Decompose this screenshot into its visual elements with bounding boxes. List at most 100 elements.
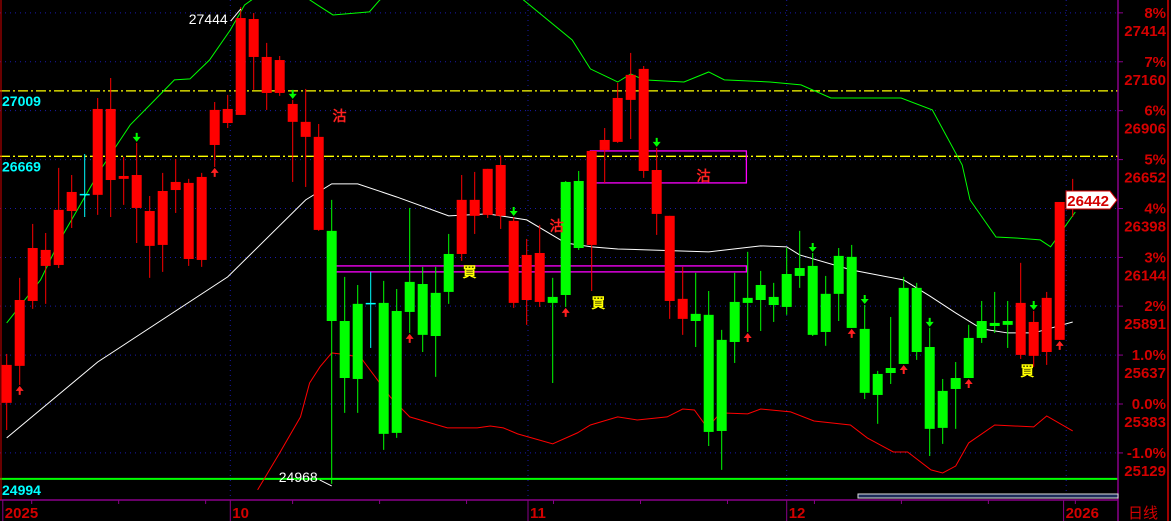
candle-body	[79, 193, 90, 196]
candle-body	[664, 215, 675, 301]
candle	[612, 82, 623, 143]
candle	[742, 251, 753, 332]
price-tick-label: 25129	[1124, 463, 1166, 480]
candle	[664, 215, 675, 319]
up-arrow-icon	[15, 385, 24, 395]
candle	[300, 88, 311, 187]
candle-body	[417, 284, 428, 335]
current-price-tag	[1065, 190, 1118, 210]
candle	[53, 167, 64, 269]
candle-body	[92, 108, 103, 195]
scrollbar[interactable]	[857, 493, 1119, 499]
candle-body	[547, 296, 558, 303]
candle-body	[430, 292, 441, 337]
candle-body	[313, 136, 324, 230]
candle-body	[365, 302, 376, 305]
candle	[534, 224, 545, 307]
upper-band-line	[6, 0, 1076, 324]
percent-tick-label: 5%	[1144, 152, 1166, 169]
candle-body	[534, 253, 545, 302]
up-arrow-icon	[847, 328, 856, 338]
up-arrow-icon	[1055, 340, 1064, 350]
candle	[677, 266, 688, 335]
candle-body	[989, 322, 1000, 327]
candle	[183, 178, 194, 266]
candle	[846, 244, 857, 328]
candle-body	[287, 103, 298, 122]
candle	[872, 370, 883, 424]
candle	[820, 275, 831, 346]
candle-body	[1002, 320, 1013, 325]
high-price-label: 27444	[189, 11, 228, 27]
down-arrow-icon	[509, 206, 518, 216]
candle	[443, 233, 454, 304]
candle-body	[963, 337, 974, 379]
candle-body	[872, 373, 883, 395]
candle	[768, 282, 779, 322]
buy-signal: 買	[1020, 364, 1035, 380]
down-arrow-icon	[925, 317, 934, 327]
up-arrow-icon	[899, 364, 908, 374]
candle-body	[14, 300, 25, 366]
candle-body	[209, 109, 220, 145]
candle-body	[976, 320, 987, 338]
candle-body	[235, 18, 246, 115]
candle-body	[469, 199, 480, 216]
candle	[157, 172, 168, 272]
sell-signal: 沽	[697, 168, 711, 185]
candle	[794, 230, 805, 288]
candle	[1028, 310, 1039, 367]
candle-body	[131, 175, 142, 208]
candle-body	[898, 287, 909, 364]
percent-tick-label: 3%	[1144, 249, 1166, 266]
candle	[404, 207, 415, 333]
candle-body	[937, 390, 948, 428]
reference-line-label: 26669	[2, 158, 41, 174]
down-arrow-icon	[288, 89, 297, 99]
candle	[209, 102, 220, 167]
candle-body	[1015, 302, 1026, 355]
date-label: 12	[789, 505, 806, 521]
candle	[66, 175, 77, 228]
candle	[40, 232, 51, 304]
price-tick-label: 26652	[1124, 170, 1166, 187]
reference-lines: 27009 26669 24994	[0, 90, 1118, 498]
candle-body	[755, 284, 766, 301]
date-label: 2026	[1066, 505, 1099, 521]
candle-body	[40, 249, 51, 266]
moving-average-line	[6, 183, 1073, 439]
candle-body	[573, 180, 584, 249]
candle-body	[729, 301, 740, 342]
candle-body	[339, 320, 350, 379]
low-price-label: 24968	[279, 469, 318, 485]
candle	[716, 329, 727, 470]
candle-body	[638, 68, 649, 171]
price-tick-label: 26398	[1124, 219, 1166, 236]
down-arrow-icon	[860, 295, 869, 305]
candle	[261, 42, 272, 110]
price-tick-label: 25637	[1124, 365, 1166, 382]
candle-body	[105, 108, 116, 181]
candle-body	[27, 248, 38, 301]
candle	[469, 171, 480, 234]
candle-body	[456, 199, 467, 254]
candle-body	[950, 378, 961, 389]
candle	[105, 77, 116, 217]
reference-line-label: 24994	[2, 482, 41, 498]
percent-tick-label: 4%	[1144, 201, 1166, 218]
candle	[378, 280, 389, 450]
date-axis: 2025 10 11 12 2026 日线	[0, 499, 1158, 521]
candle-body	[833, 255, 844, 294]
candle	[118, 156, 129, 205]
candle	[885, 316, 896, 384]
candle-body	[157, 190, 168, 245]
candle-body	[404, 281, 415, 312]
current-price-label: 26442	[1067, 193, 1109, 210]
down-arrow-icon	[652, 137, 661, 147]
buy-signal: 買	[591, 296, 606, 312]
candle	[274, 55, 285, 96]
candle	[417, 266, 428, 353]
candle	[456, 175, 467, 261]
